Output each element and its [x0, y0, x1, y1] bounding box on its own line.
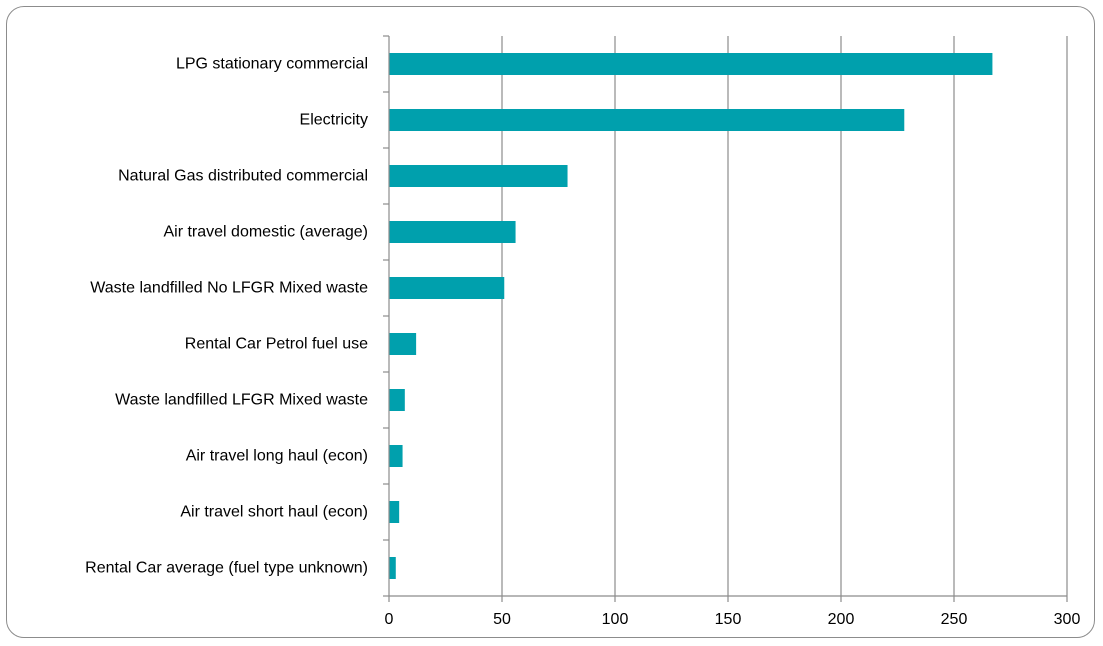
category-label-3: Air travel domestic (average) — [163, 224, 368, 241]
category-label-8: Air travel short haul (econ) — [180, 504, 368, 521]
category-label-5: Rental Car Petrol fuel use — [185, 336, 368, 353]
bar-1 — [389, 109, 905, 131]
category-label-0: LPG stationary commercial — [176, 56, 368, 73]
bar-7 — [389, 445, 403, 467]
bar-9 — [389, 557, 396, 579]
x-tick-label-100: 100 — [602, 611, 629, 628]
x-tick-label-250: 250 — [941, 611, 968, 628]
x-tick-label-300: 300 — [1054, 611, 1081, 628]
bar-6 — [389, 389, 405, 411]
x-tick-label-0: 0 — [385, 611, 394, 628]
bar-8 — [389, 501, 400, 523]
bar-3 — [389, 221, 516, 243]
bar-0 — [389, 53, 993, 75]
tick-labels: 0 50 100 150 200 250 300 — [385, 611, 1081, 628]
category-label-7: Air travel long haul (econ) — [186, 448, 368, 465]
category-label-4: Waste landfilled No LFGR Mixed waste — [90, 280, 368, 297]
category-label-6: Waste landfilled LFGR Mixed waste — [115, 392, 368, 409]
bar-2 — [389, 165, 568, 187]
bars — [389, 53, 993, 579]
category-label-9: Rental Car average (fuel type unknown) — [85, 560, 368, 577]
category-label-1: Electricity — [300, 112, 368, 129]
x-tick-label-200: 200 — [828, 611, 855, 628]
x-tick-label-50: 50 — [493, 611, 511, 628]
bar-5 — [389, 333, 417, 355]
axes — [383, 35, 1068, 602]
category-labels: LPG stationary commercial Electricity Natu… — [85, 56, 368, 577]
category-label-2: Natural Gas distributed commercial — [118, 168, 368, 185]
bar-4 — [389, 277, 505, 299]
x-tick-label-150: 150 — [715, 611, 742, 628]
